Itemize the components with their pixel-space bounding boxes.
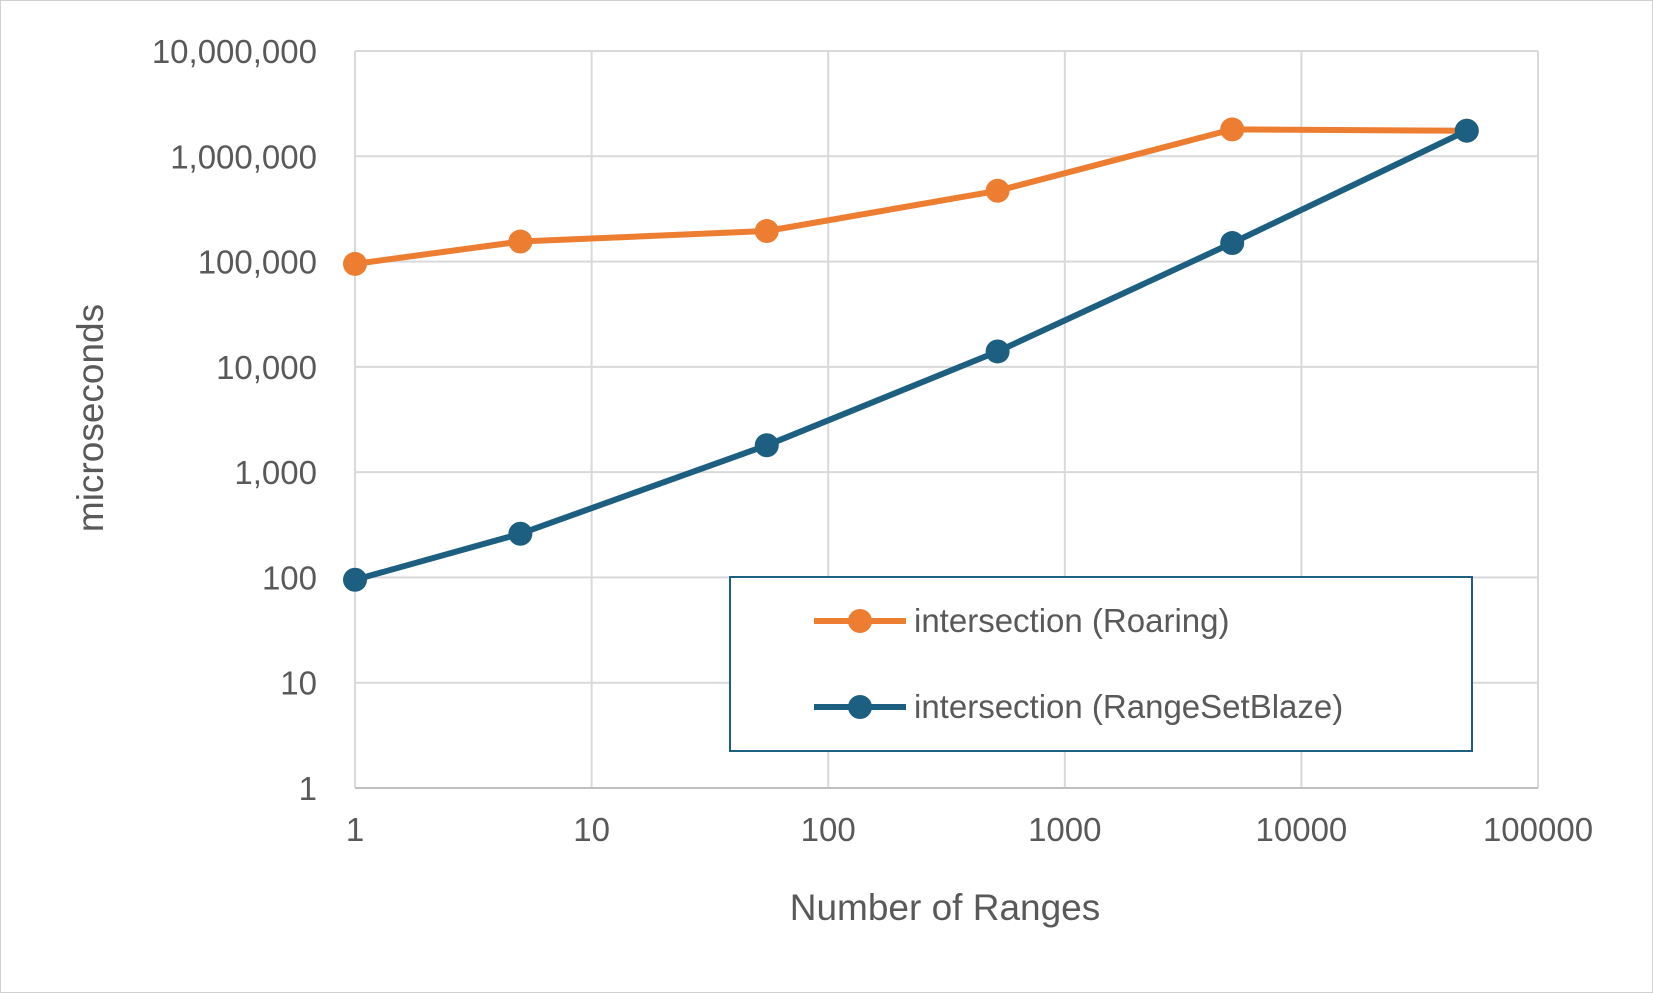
legend-item: intersection (Roaring): [814, 602, 1229, 639]
data-point: [1454, 118, 1479, 143]
y-tick-label: 10,000,000: [152, 33, 317, 70]
legend-label: intersection (Roaring): [914, 602, 1229, 639]
series-1: [343, 117, 1479, 276]
legend-label: intersection (RangeSetBlaze): [914, 688, 1343, 725]
data-point: [754, 433, 779, 458]
y-tick-label: 100: [262, 559, 317, 596]
y-tick-label: 10: [280, 665, 317, 702]
legend-swatch-marker: [848, 609, 872, 633]
series-line: [354, 126, 1467, 267]
data-point: [508, 229, 533, 254]
x-axis-title: Number of Ranges: [790, 887, 1101, 928]
x-tick-label: 1: [346, 811, 364, 848]
data-point: [985, 178, 1010, 203]
y-tick-label: 1: [299, 770, 317, 807]
x-tick-label: 10000: [1256, 811, 1348, 848]
legend-box: [729, 576, 1473, 752]
x-tick-label: 100: [801, 811, 856, 848]
x-tick-labels: 1 10 100 1000 10000 100000: [346, 811, 1593, 848]
data-point: [985, 339, 1010, 364]
legend-swatch-marker: [848, 695, 872, 719]
data-point: [343, 251, 367, 276]
data-point: [343, 567, 367, 592]
data-point: [1220, 231, 1245, 256]
x-tick-label: 1000: [1028, 811, 1101, 848]
data-point: [508, 521, 533, 546]
data-point: [754, 219, 779, 244]
series-layer: [343, 117, 1479, 592]
x-tick-label: 10: [573, 811, 610, 848]
y-tick-labels: 1 10 100 1,000 10,000 100,000 1,000,000 10,000,…: [152, 33, 317, 807]
y-tick-label: 10,000: [216, 349, 317, 386]
axes: [354, 51, 1538, 789]
y-tick-label: 1,000: [234, 454, 317, 491]
y-axis-title: microseconds: [70, 304, 111, 532]
data-point: [1220, 117, 1245, 142]
legend-item: intersection (RangeSetBlaze): [814, 688, 1343, 725]
series-line: [354, 127, 1469, 583]
legend: intersection (Roaring) intersection (Rang…: [729, 576, 1473, 752]
x-tick-label: 100000: [1483, 811, 1593, 848]
y-tick-label: 100,000: [198, 244, 317, 281]
series-2: [343, 118, 1479, 592]
y-tick-label: 1,000,000: [170, 138, 317, 175]
